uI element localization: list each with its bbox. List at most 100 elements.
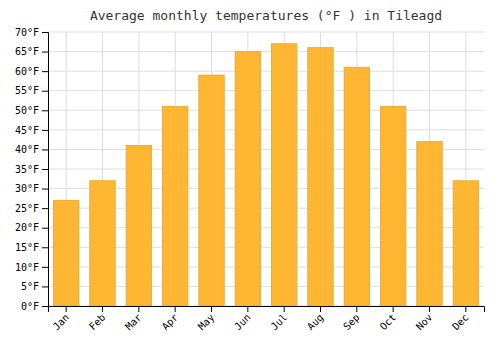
x-tick-mark — [393, 306, 394, 312]
grid — [48, 32, 484, 306]
x-tick: May — [196, 306, 217, 332]
y-tick-mark — [42, 130, 48, 131]
y-tick-mark — [42, 71, 48, 72]
y-tick-mark — [42, 91, 48, 92]
y-tick: 65°F — [15, 46, 48, 57]
x-tick-label: Oct — [378, 312, 399, 333]
y-tick-label: 65°F — [15, 46, 39, 57]
x-tick-mark — [138, 306, 139, 312]
x-tick-label: Nov — [414, 312, 435, 333]
y-tick-mark — [42, 169, 48, 170]
y-tick-label: 35°F — [15, 164, 39, 175]
x-tick: Sep — [341, 306, 362, 332]
x-tick-mark — [66, 306, 67, 312]
x-tick-mark — [175, 306, 176, 312]
x-tick-mark — [284, 306, 285, 312]
x-tick: Aug — [305, 306, 326, 332]
y-tick-label: 5°F — [21, 281, 39, 292]
x-tick-mark — [356, 306, 357, 312]
x-tick-label: Dec — [450, 312, 471, 333]
x-tick: Jun — [232, 306, 253, 332]
y-tick: 25°F — [15, 203, 48, 214]
y-tick-label: 45°F — [15, 125, 39, 136]
y-tick-mark — [42, 247, 48, 248]
y-tick: 15°F — [15, 242, 48, 253]
x-tick-mark — [429, 306, 430, 312]
bar — [90, 181, 115, 306]
x-tick: Mar — [123, 306, 144, 332]
x-tick-mark — [320, 306, 321, 312]
y-tick-mark — [42, 149, 48, 150]
y-tick-label: 25°F — [15, 203, 39, 214]
bar — [417, 142, 442, 306]
bar — [453, 181, 478, 306]
y-tick-mark — [42, 306, 48, 307]
x-tick-label: Jul — [269, 312, 290, 333]
bar — [199, 75, 224, 306]
x-axis: JanFebMarAprMayJunJulAugSepOctNovDec — [49, 306, 485, 332]
y-tick-label: 40°F — [15, 144, 39, 155]
y-tick-mark — [42, 267, 48, 268]
y-grid-line — [48, 110, 484, 111]
x-axis-line — [49, 307, 485, 313]
title: Average monthly temperatures (°F ) in Ti… — [90, 8, 442, 23]
y-tick-label: 50°F — [15, 105, 39, 116]
y-tick: 40°F — [15, 144, 48, 155]
y-axis: 0°F 5°F 10°F 15°F 20°F 25°F 30°F 35°F 40°F 45°F 50… — [15, 27, 49, 312]
x-tick-mark — [102, 306, 103, 312]
bar — [344, 67, 369, 306]
x-tick: Jan — [51, 306, 72, 332]
x-tick-label: Jun — [232, 312, 253, 333]
y-tick-label: 20°F — [15, 222, 39, 233]
y-tick-mark — [42, 52, 48, 53]
y-tick-label: 30°F — [15, 183, 39, 194]
x-tick-mark — [211, 306, 212, 312]
y-tick: 50°F — [15, 105, 48, 116]
bar — [271, 44, 296, 306]
y-tick-mark — [42, 189, 48, 190]
y-tick: 30°F — [15, 183, 48, 194]
y-tick-label: 15°F — [15, 242, 39, 253]
y-tick-label: 60°F — [15, 66, 39, 77]
x-tick-label: Sep — [341, 312, 362, 333]
x-tick: Feb — [87, 306, 108, 332]
x-tick-label: Aug — [305, 312, 326, 333]
y-tick-mark — [42, 228, 48, 229]
bars — [53, 44, 478, 306]
y-tick: 20°F — [15, 222, 48, 233]
y-tick-label: 10°F — [15, 262, 39, 273]
y-grid-line — [48, 129, 484, 130]
y-tick: 45°F — [15, 125, 48, 136]
bar — [308, 48, 333, 306]
y-tick-mark — [42, 286, 48, 287]
chart-container: 0°F 5°F 10°F 15°F 20°F 25°F 30°F 35°F 40°F 45°F 50… — [0, 0, 500, 350]
y-tick-label: 70°F — [15, 27, 39, 38]
y-tick: 55°F — [15, 85, 48, 96]
bar — [380, 106, 405, 306]
x-tick: Oct — [378, 306, 399, 332]
bar — [126, 146, 151, 306]
x-tick-label: Jan — [51, 312, 72, 333]
x-tick-label: Mar — [123, 312, 144, 333]
y-axis-line — [42, 33, 49, 307]
y-tick: 10°F — [15, 262, 48, 273]
y-tick: 5°F — [21, 281, 48, 292]
y-grid-line — [48, 90, 484, 91]
y-tick-label: 55°F — [15, 85, 39, 96]
y-tick-mark — [42, 208, 48, 209]
x-tick-mark — [247, 306, 248, 312]
x-tick-mark — [465, 306, 466, 312]
x-tick-label: Feb — [87, 312, 108, 333]
y-tick-mark — [42, 110, 48, 111]
x-tick: Jul — [269, 306, 290, 332]
y-tick: 60°F — [15, 66, 48, 77]
bar — [235, 52, 260, 306]
y-grid-line — [48, 71, 484, 72]
y-tick: 0°F — [21, 301, 48, 312]
y-tick-mark — [42, 32, 48, 33]
x-tick: Dec — [450, 306, 471, 332]
y-tick: 35°F — [15, 164, 48, 175]
y-grid-line — [48, 32, 484, 33]
x-tick: Nov — [414, 306, 435, 332]
y-grid-line — [48, 51, 484, 52]
